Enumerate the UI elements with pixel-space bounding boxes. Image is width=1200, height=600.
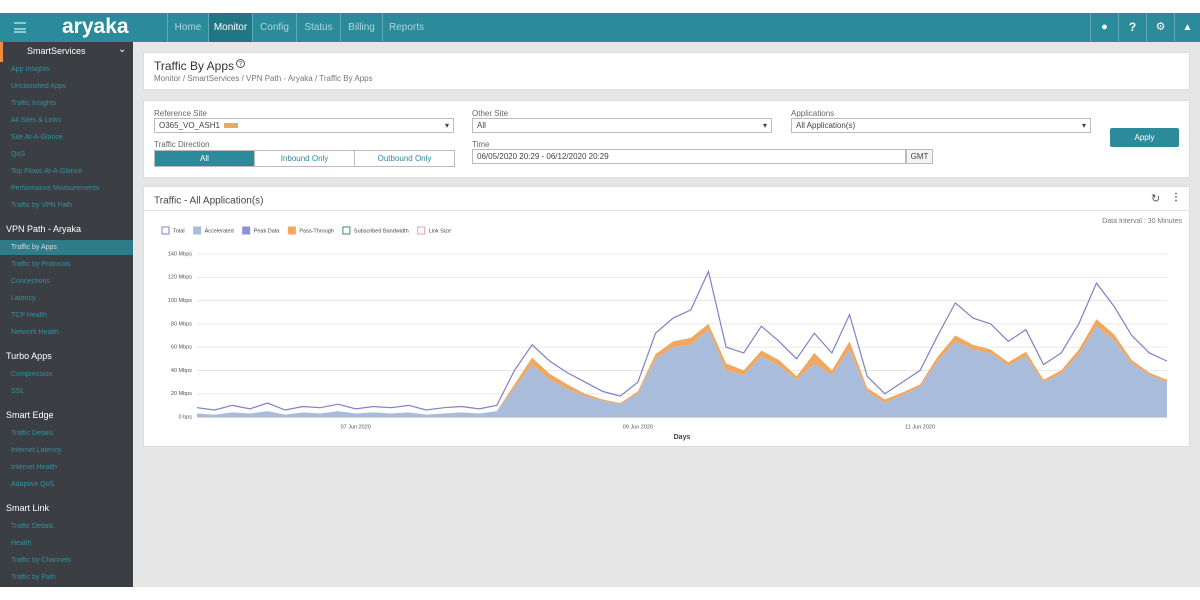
section-title[interactable]: VPN Path - Aryaka: [6, 224, 82, 234]
menu-item[interactable]: Internet Health: [11, 464, 57, 471]
timezone: GMT: [906, 149, 933, 164]
reference-site-select[interactable]: O365_VO_ASH1 ▾: [154, 118, 454, 133]
apply-button[interactable]: Apply: [1110, 128, 1179, 147]
more-icon[interactable]: ⋮: [1171, 192, 1181, 203]
direction-option[interactable]: Outbound Only: [354, 150, 455, 167]
menu-item[interactable]: Network Health: [11, 329, 59, 336]
menu-item[interactable]: Traffic Insights: [11, 100, 57, 107]
direction-option[interactable]: All: [154, 150, 255, 167]
menu-item[interactable]: Traffic by Path: [11, 574, 56, 581]
other-site-select[interactable]: All ▾: [472, 118, 772, 133]
refresh-icon[interactable]: ↻: [1151, 193, 1161, 205]
menu-item[interactable]: Site At-A-Glance: [11, 134, 63, 141]
chart-panel: ↻ ⋮: [143, 186, 1190, 447]
bell-icon[interactable]: ●: [1090, 13, 1118, 42]
menu-item[interactable]: Internet Latency: [11, 447, 62, 454]
top-icons: ● ? ⚙ ▲: [1090, 13, 1200, 42]
menu-item[interactable]: Traffic by VPN Path: [11, 202, 73, 209]
value: O365_VO_ASH1: [159, 121, 220, 130]
menu-item[interactable]: QoS: [11, 151, 26, 158]
nav-item[interactable]: Reports: [382, 13, 430, 42]
menu-item[interactable]: TCP Health: [11, 312, 48, 319]
menu-item[interactable]: Health: [11, 540, 32, 547]
main: Traffic By Apps ? Monitor / SmartService…: [133, 42, 1200, 587]
section-title[interactable]: SmartServices: [27, 46, 86, 56]
label: Reference Site: [154, 109, 207, 118]
label: Applications: [791, 109, 835, 118]
label: Other Site: [472, 109, 509, 118]
panel-header: [144, 187, 1189, 211]
nav-item[interactable]: Home: [167, 13, 208, 42]
tag: [223, 123, 238, 128]
value: All: [477, 121, 486, 130]
label: Traffic Direction: [154, 140, 210, 149]
caret: ▾: [444, 121, 449, 130]
nav-item[interactable]: Billing: [340, 13, 382, 42]
applications-select[interactable]: All Application(s) ▾: [791, 118, 1091, 133]
menu-item[interactable]: Connections: [11, 278, 50, 285]
section-title[interactable]: Smart Edge: [6, 410, 54, 420]
menu-item[interactable]: Performance Measurements: [11, 185, 100, 192]
nav-item[interactable]: Status: [296, 13, 340, 42]
menu-item[interactable]: Traffic Details: [11, 430, 54, 437]
menu-item[interactable]: Top Flows At-A-Glance: [11, 168, 83, 175]
menu-item[interactable]: Latency: [11, 295, 36, 302]
menu-item[interactable]: Adaptive QoS: [11, 481, 55, 488]
menu-bar: [14, 27, 26, 30]
value: All Application(s): [796, 121, 856, 130]
collapse-icon[interactable]: ⌄: [118, 44, 127, 55]
settings-icon[interactable]: ⚙: [1146, 13, 1174, 42]
top-bar: aryaka ● ? ⚙ ▲ Home Monitor Config Status Bi…: [0, 13, 1200, 42]
help-icon[interactable]: ?: [236, 59, 245, 68]
sidebar: ⌄ SmartServices App Insights Unclassified …: [0, 42, 133, 587]
section-title[interactable]: Smart Link: [6, 503, 50, 513]
caret: ▾: [762, 121, 767, 130]
menu-item[interactable]: Traffic Details: [11, 523, 54, 530]
time-input[interactable]: 06/05/2020 20:29 - 06/12/2020 20:29: [472, 149, 906, 164]
menu-item[interactable]: Unclassified Apps: [11, 83, 67, 90]
menu-item[interactable]: Traffic by Channels: [11, 557, 71, 564]
menu-item[interactable]: All Sites & Links: [11, 117, 62, 124]
menu-item[interactable]: App Insights: [11, 66, 50, 73]
menu-item[interactable]: SSL: [11, 388, 25, 395]
menu-item[interactable]: Compression: [11, 371, 53, 378]
help-icon[interactable]: ?: [1118, 13, 1146, 42]
menu-icon[interactable]: [14, 22, 26, 33]
nav-item[interactable]: Config: [252, 13, 296, 42]
logo: aryaka: [62, 15, 129, 38]
menu-item[interactable]: Traffic by Apps: [0, 240, 133, 255]
menu-item[interactable]: Traffic by Protocols: [11, 261, 71, 268]
page-title: Traffic By Apps: [154, 59, 235, 73]
accent: [0, 42, 3, 62]
filter-panel: Reference Site O365_VO_ASH1 ▾ Other Site …: [143, 100, 1190, 178]
direction-option[interactable]: Inbound Only: [254, 150, 355, 167]
section-title[interactable]: Turbo Apps: [6, 351, 52, 361]
breadcrumb: Monitor / SmartServices / VPN Path - Ary…: [154, 74, 373, 83]
label: Time: [472, 140, 490, 149]
header-panel: Traffic By Apps ? Monitor / SmartService…: [143, 52, 1190, 90]
nav-item[interactable]: Monitor: [208, 13, 252, 42]
caret: ▾: [1081, 121, 1086, 130]
user-icon[interactable]: ▲: [1174, 13, 1200, 42]
